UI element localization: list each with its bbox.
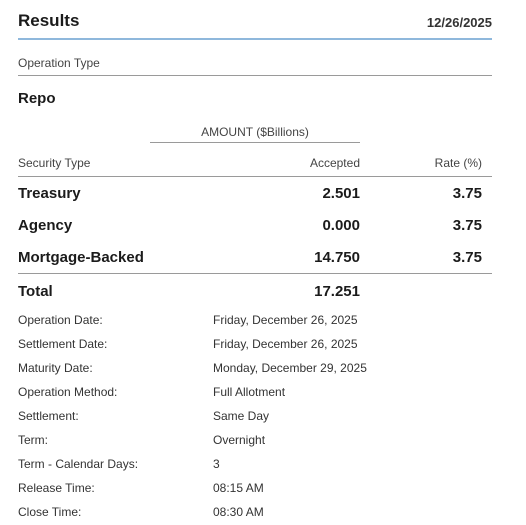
rate-cell: 3.75: [452, 217, 482, 234]
detail-value: Full Allotment: [213, 385, 286, 399]
operation-type-row: Operation Type: [18, 40, 492, 76]
rate-cell: 3.75: [452, 249, 482, 266]
detail-value: Same Day: [213, 409, 270, 423]
accepted-cell: 2.501: [322, 185, 360, 202]
detail-label: Settlement Date:: [18, 337, 108, 351]
detail-value: 08:30 AM: [213, 505, 264, 519]
detail-row: Settlement: Same Day: [18, 405, 492, 429]
detail-row: Operation Method: Full Allotment: [18, 381, 492, 405]
detail-row: Settlement Date: Friday, December 26, 20…: [18, 333, 492, 357]
detail-row: Operation Date: Friday, December 26, 202…: [18, 309, 492, 333]
results-title: Results: [18, 11, 80, 30]
total-label: Total: [18, 283, 53, 300]
rate-cell: 3.75: [452, 185, 482, 202]
detail-row: Term - Calendar Days: 3: [18, 453, 492, 477]
detail-label: Settlement:: [18, 409, 79, 423]
detail-value: Friday, December 26, 2025: [213, 337, 358, 351]
operation-details: Operation Date: Friday, December 26, 202…: [18, 309, 492, 525]
security-type-cell: Agency: [18, 217, 73, 234]
detail-label: Maturity Date:: [18, 361, 93, 375]
detail-row: Maturity Date: Monday, December 29, 2025: [18, 357, 492, 381]
results-header: Results 12/26/2025: [18, 0, 492, 40]
results-table: Treasury 2.501 3.75 Agency 0.000 3.75 Mo…: [18, 177, 492, 308]
detail-value: Friday, December 26, 2025: [213, 313, 358, 327]
detail-row: Term: Overnight: [18, 429, 492, 453]
detail-label: Operation Date:: [18, 313, 103, 327]
detail-label: Term:: [18, 433, 48, 447]
table-row: Agency 0.000 3.75: [18, 209, 492, 241]
detail-value: Overnight: [213, 433, 266, 447]
total-accepted: 17.251: [314, 283, 360, 300]
table-row: Treasury 2.501 3.75: [18, 177, 492, 209]
results-date: 12/26/2025: [426, 15, 492, 30]
detail-value: 08:15 AM: [213, 481, 264, 495]
detail-value: 3: [213, 457, 220, 471]
detail-row: Close Time: 08:30 AM: [18, 501, 492, 525]
rate-header: Rate (%): [434, 156, 482, 170]
detail-label: Release Time:: [18, 481, 95, 495]
table-header-row: Security Type Accepted Rate (%): [18, 152, 492, 177]
operation-type-value: Repo: [18, 90, 56, 107]
detail-label: Close Time:: [18, 505, 82, 519]
operation-type-label: Operation Type: [18, 56, 100, 70]
detail-label: Operation Method:: [18, 385, 118, 399]
accepted-cell: 14.750: [314, 249, 360, 266]
detail-label: Term - Calendar Days:: [18, 457, 139, 471]
results-panel: Results 12/26/2025 Operation Type Repo A…: [18, 0, 492, 519]
security-type-cell: Mortgage-Backed: [18, 249, 144, 266]
total-row: Total 17.251: [18, 274, 492, 308]
detail-row: Release Time: 08:15 AM: [18, 477, 492, 501]
detail-value: Monday, December 29, 2025: [213, 361, 367, 375]
amount-column-group-header: AMOUNT ($Billions): [150, 125, 360, 143]
security-type-header: Security Type: [18, 156, 91, 170]
accepted-header: Accepted: [309, 156, 360, 170]
accepted-cell: 0.000: [322, 217, 360, 234]
security-type-cell: Treasury: [18, 185, 81, 202]
table-row: Mortgage-Backed 14.750 3.75: [18, 241, 492, 274]
